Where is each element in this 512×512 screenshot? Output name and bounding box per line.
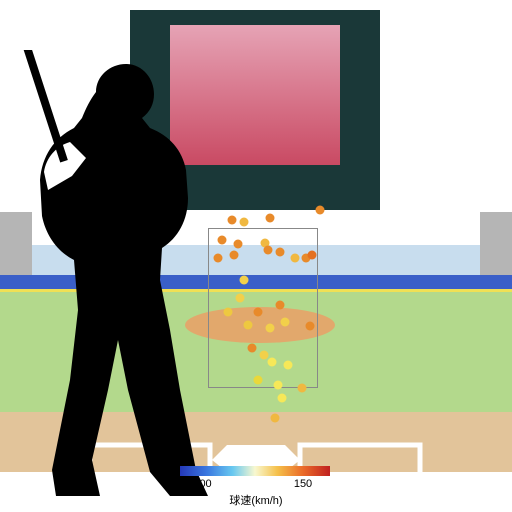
- pitch-marker: [254, 376, 263, 385]
- pitch-marker: [308, 251, 317, 260]
- chart-root: 100 150 球速(km/h): [0, 0, 512, 512]
- batter-silhouette: [0, 50, 220, 500]
- pitch-marker: [276, 301, 285, 310]
- pitch-marker: [224, 308, 233, 317]
- pitch-marker: [236, 294, 245, 303]
- pitch-marker: [281, 318, 290, 327]
- colorbar-axis-label: 球速(km/h): [0, 492, 512, 508]
- pitch-marker: [268, 358, 277, 367]
- bat: [23, 50, 68, 162]
- colorbar-tick-label: 150: [294, 478, 312, 490]
- pitch-marker: [230, 251, 239, 260]
- colorbar-tick-label: 100: [193, 478, 211, 490]
- pitch-marker: [278, 394, 287, 403]
- pitch-marker: [248, 344, 257, 353]
- pitch-marker: [240, 276, 249, 285]
- pitch-marker: [274, 381, 283, 390]
- pitch-marker: [264, 246, 273, 255]
- pitch-marker: [260, 351, 269, 360]
- pitch-marker: [266, 214, 275, 223]
- pitch-marker: [284, 361, 293, 370]
- pitch-marker: [276, 248, 285, 257]
- pitch-marker: [271, 414, 280, 423]
- pitch-marker: [298, 384, 307, 393]
- pitch-marker: [291, 254, 300, 263]
- pitch-marker: [244, 321, 253, 330]
- pitch-marker: [240, 218, 249, 227]
- pitch-marker: [228, 216, 237, 225]
- colorbar-bar: [180, 466, 330, 476]
- batter-shape: [40, 64, 208, 496]
- pitch-marker: [234, 240, 243, 249]
- pitch-marker: [266, 324, 275, 333]
- colorbar: [180, 466, 330, 476]
- pitch-marker: [254, 308, 263, 317]
- pitch-marker: [316, 206, 325, 215]
- pitch-marker: [306, 322, 315, 331]
